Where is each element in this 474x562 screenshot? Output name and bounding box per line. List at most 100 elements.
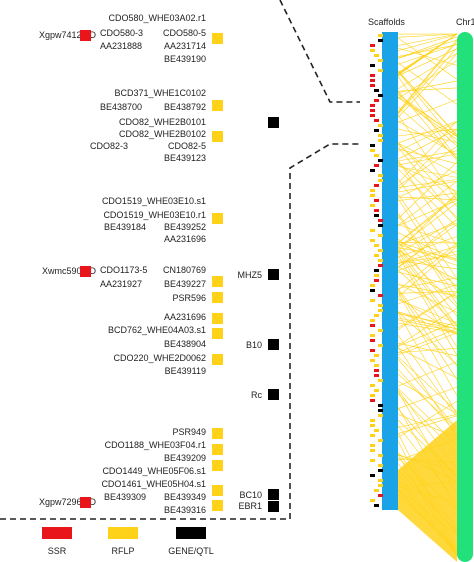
synteny-link <box>397 321 458 347</box>
synteny-link <box>397 114 458 201</box>
scaffold-tick <box>370 394 375 397</box>
scaffold-tick <box>378 249 383 252</box>
rflp-marker <box>212 328 223 339</box>
rflp-label: AA231696 <box>163 234 206 244</box>
gene-label: BC10 <box>239 490 262 500</box>
rflp-label: CN180769 <box>162 265 206 275</box>
rflp-label: BCD371_WHE1C0102 <box>114 88 206 98</box>
scaffold-tick <box>378 344 383 347</box>
synteny-link <box>397 170 458 198</box>
scaffold-tick <box>374 209 379 212</box>
synteny-link <box>397 348 458 353</box>
legend-ssr-label: SSR <box>47 546 67 556</box>
synteny-link <box>397 250 458 331</box>
ssr-label: Xwmc590-1D <box>41 266 96 276</box>
synteny-link <box>397 178 458 259</box>
synteny-link <box>397 148 458 164</box>
rflp-marker <box>212 444 223 455</box>
scaffold-tick <box>370 149 375 152</box>
ssr-marker <box>80 497 91 508</box>
synteny-link <box>397 322 458 334</box>
scaffold-tick <box>374 254 379 257</box>
scaffold-tick <box>378 124 383 127</box>
legend-gene-label: GENE/QTL <box>168 546 214 556</box>
dashed-bracket <box>0 0 360 520</box>
synteny-link <box>397 356 458 412</box>
scaffold-tick <box>370 239 375 242</box>
synteny-link <box>397 288 458 367</box>
scaffolds-bar <box>382 32 398 510</box>
scaffolds-header: Scaffolds <box>368 17 405 27</box>
scaffold-tick <box>374 89 379 92</box>
scaffold-tick <box>378 259 383 262</box>
synteny-link <box>397 196 458 200</box>
synteny-link <box>397 198 458 291</box>
synteny-link <box>397 33 458 46</box>
scaffold-tick <box>374 184 379 187</box>
rflp-marker <box>212 354 223 365</box>
synteny-link <box>397 146 458 187</box>
synteny-link <box>397 317 458 330</box>
scaffold-tick <box>370 169 375 172</box>
rflp-marker <box>212 131 223 142</box>
scaffold-tick <box>370 444 375 447</box>
scaffold-tick <box>378 224 383 227</box>
rflp-label: BE438700 <box>100 102 143 112</box>
rflp-marker <box>212 460 223 471</box>
scaffold-tick <box>378 309 383 312</box>
scaffold-tick <box>374 54 379 57</box>
synteny-link <box>397 39 458 113</box>
synteny-link <box>397 283 458 313</box>
synteny-links <box>397 33 458 562</box>
synteny-link <box>397 247 458 259</box>
scaffold-tick <box>378 479 383 482</box>
rflp-marker <box>212 100 223 111</box>
scaffold-tick <box>370 349 375 352</box>
synteny-link <box>397 202 458 248</box>
scaffold-tick <box>378 464 383 467</box>
synteny-link <box>397 400 458 438</box>
synteny-link <box>397 312 458 415</box>
synteny-link <box>397 39 458 59</box>
scaffold-tick <box>370 459 375 462</box>
scaffold-tick <box>378 454 383 457</box>
synteny-link <box>397 192 458 252</box>
scaffold-tick <box>378 484 383 487</box>
scaffold-tick <box>370 324 375 327</box>
legend-ssr-swatch <box>42 527 72 539</box>
synteny-link <box>397 161 458 220</box>
synteny-fan <box>398 420 457 562</box>
synteny-link <box>397 96 458 137</box>
rflp-marker <box>212 276 223 287</box>
synteny-link <box>397 99 458 123</box>
synteny-link <box>397 90 458 161</box>
scaffold-tick <box>374 504 379 507</box>
synteny-link <box>397 380 458 414</box>
scaffold-tick <box>378 179 383 182</box>
scaffold-tick <box>378 69 383 72</box>
scaffold-tick <box>370 229 375 232</box>
rflp-label: BE439119 <box>164 366 206 376</box>
synteny-link <box>397 311 458 330</box>
gene-label: Rc <box>251 390 262 400</box>
synteny-link <box>397 192 458 201</box>
scaffold-tick <box>370 424 375 427</box>
scaffold-tick <box>374 274 379 277</box>
gene-label: MHZ5 <box>237 270 263 280</box>
rflp-label: PSR596 <box>172 293 206 303</box>
synteny-link <box>397 224 458 245</box>
ssr-marker <box>80 266 91 277</box>
synteny-link <box>397 319 458 333</box>
rflp-label: BE439252 <box>163 222 206 232</box>
rflp-label: CDO82_WHE2B0102 <box>118 129 206 139</box>
synteny-link <box>397 36 458 59</box>
synteny-link <box>397 284 458 297</box>
synteny-link <box>397 120 458 184</box>
scaffold-tick <box>370 499 375 502</box>
synteny-link <box>397 313 458 327</box>
chr1-bar <box>457 32 473 562</box>
synteny-link <box>397 284 458 305</box>
scaffold-tick <box>378 379 383 382</box>
